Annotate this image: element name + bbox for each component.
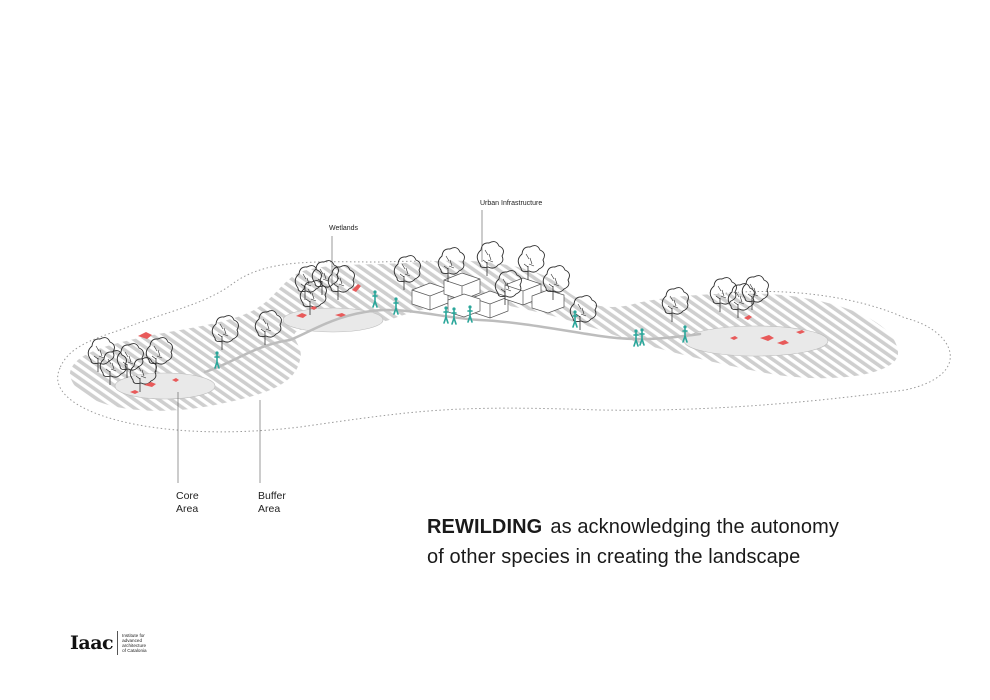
- title-line2: of other species in creating the landsca…: [427, 546, 801, 568]
- outer-boundary: [57, 260, 951, 433]
- core-area-label-line1: Core: [176, 490, 199, 502]
- title-line1-text: as acknowledging the autonomy: [550, 516, 839, 538]
- logo-mark: Iaac: [70, 632, 114, 654]
- animals: [130, 284, 805, 394]
- logo-text-line: of Catalonia: [122, 648, 147, 654]
- buffer-area-label: Buffer Area: [258, 490, 286, 516]
- urban-infrastructure-buildings: [411, 272, 565, 319]
- logo-text-line: advanced: [122, 637, 143, 643]
- leader-lines: [177, 210, 483, 483]
- logo-text-line: architecture: [122, 643, 147, 648]
- logo-text: Institute for advanced architecture of C…: [122, 633, 147, 654]
- core-area-right: [683, 325, 829, 357]
- buffer-area-label-line2: Area: [258, 503, 281, 516]
- urban-infrastructure-label: Urban Infrastructure: [480, 200, 543, 207]
- core-area-label: Core Area: [176, 490, 199, 516]
- title-bold: REWILDING: [427, 516, 543, 538]
- diagram-title: REWILDING as acknowledging the autonomy o…: [427, 512, 839, 572]
- core-area-label-line2: Area: [176, 503, 199, 516]
- logo-divider: [117, 631, 119, 655]
- title-line1: REWILDING as acknowledging the autonomy: [427, 512, 839, 542]
- logo-text-line: Institute for: [122, 632, 145, 638]
- buffer-area-hatch: [70, 260, 899, 411]
- walking-path: [203, 308, 702, 374]
- core-area-left: [114, 372, 216, 400]
- buffer-area-label-line1: Buffer: [258, 490, 286, 502]
- iaac-logo: Iaac Institute for advanced architecture…: [70, 631, 147, 655]
- wetlands-label: Wetlands: [329, 225, 359, 232]
